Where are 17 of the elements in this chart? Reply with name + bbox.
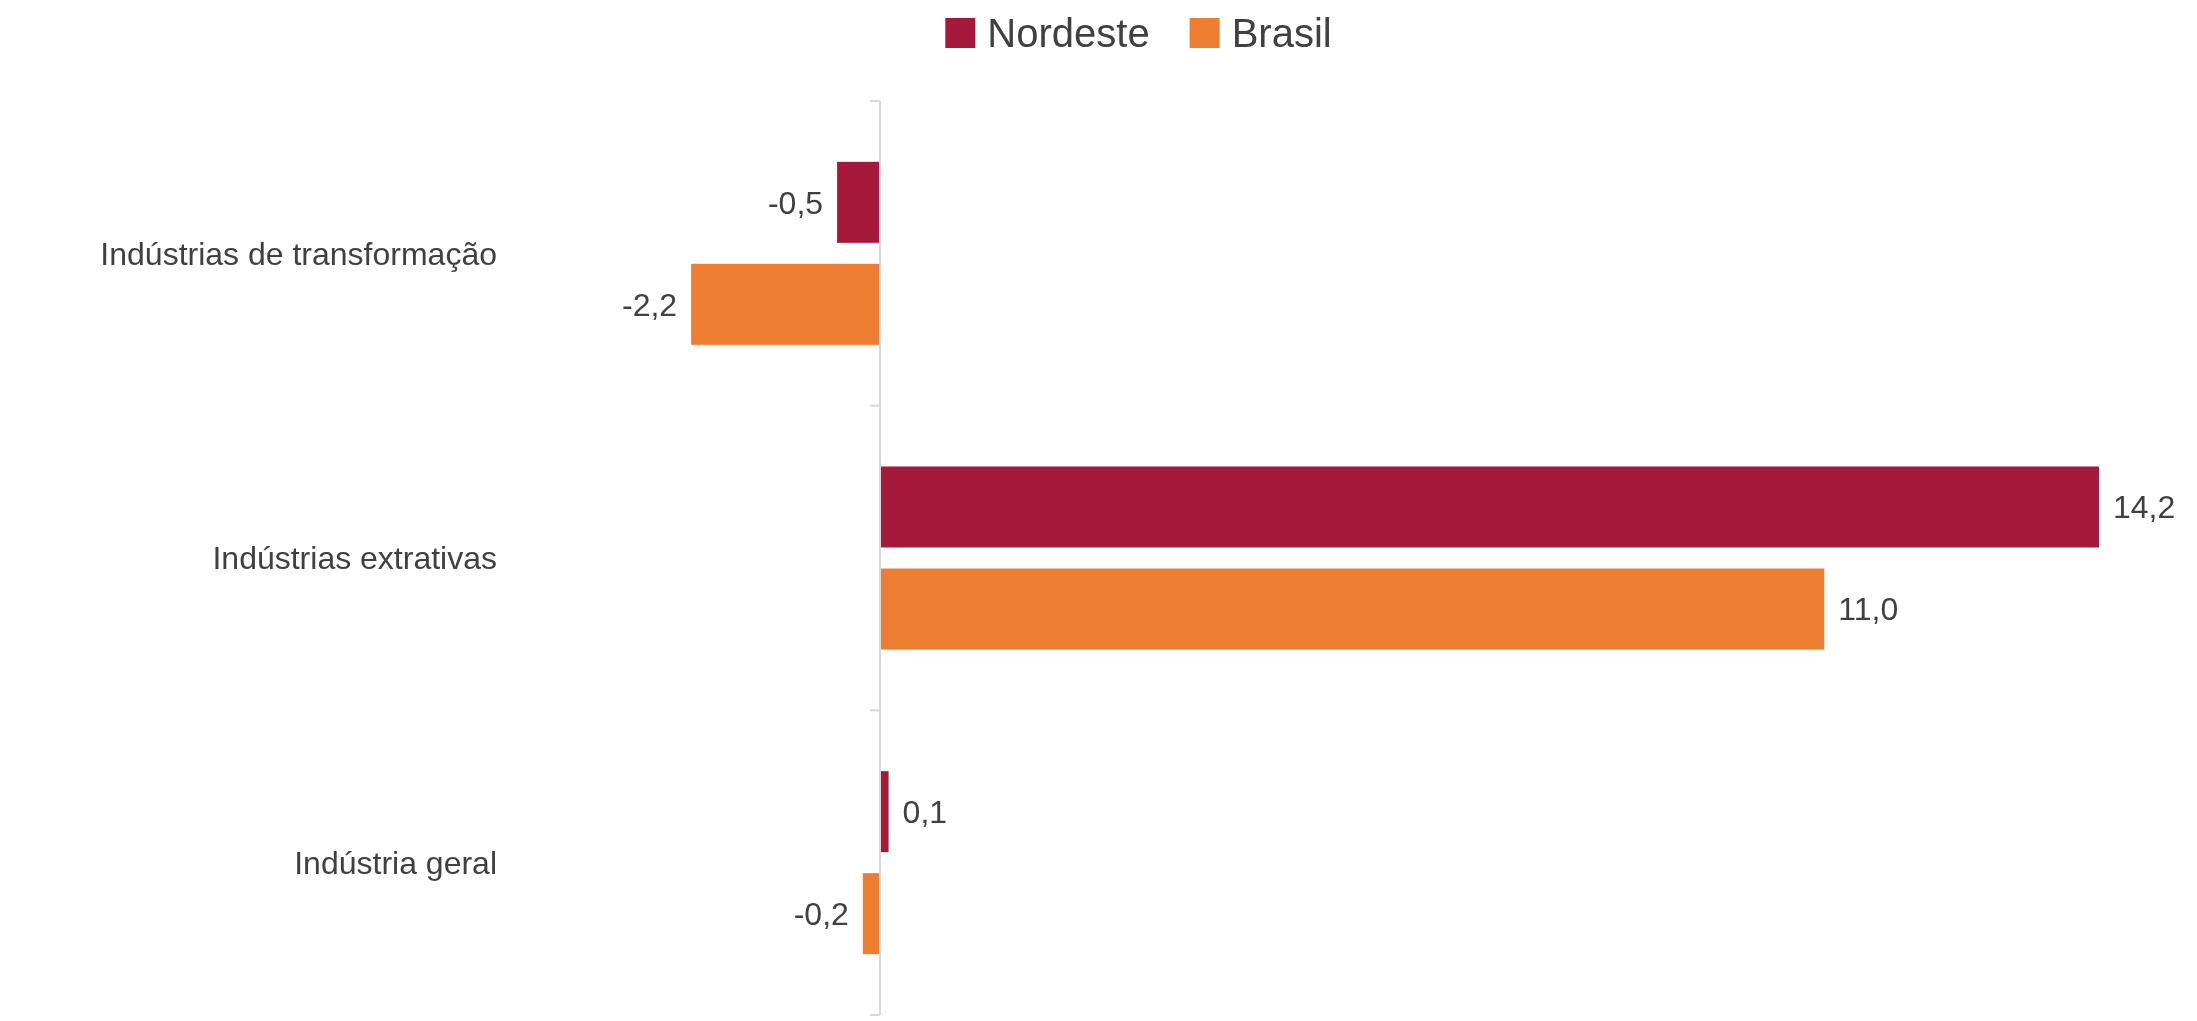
data-label: -0,5 <box>767 184 824 221</box>
y-tick-label: Indústria geral <box>294 844 497 881</box>
data-label: -2,2 <box>622 286 678 323</box>
bar <box>691 263 880 345</box>
legend-label: Nordeste <box>987 11 1150 55</box>
bar <box>880 771 889 853</box>
y-tick-label: Indústrias extrativas <box>212 540 497 577</box>
bar <box>862 873 880 955</box>
legend-label: Brasil <box>1231 11 1332 55</box>
bar <box>880 568 1825 650</box>
data-label: 14,2 <box>2113 489 2176 526</box>
data-label: 11,0 <box>1838 591 1899 628</box>
data-label: -0,2 <box>793 895 849 932</box>
data-label: 0,1 <box>902 793 948 830</box>
bar <box>880 466 2099 548</box>
y-tick-label: Indústrias de transformação <box>100 235 497 272</box>
bar <box>837 161 880 243</box>
